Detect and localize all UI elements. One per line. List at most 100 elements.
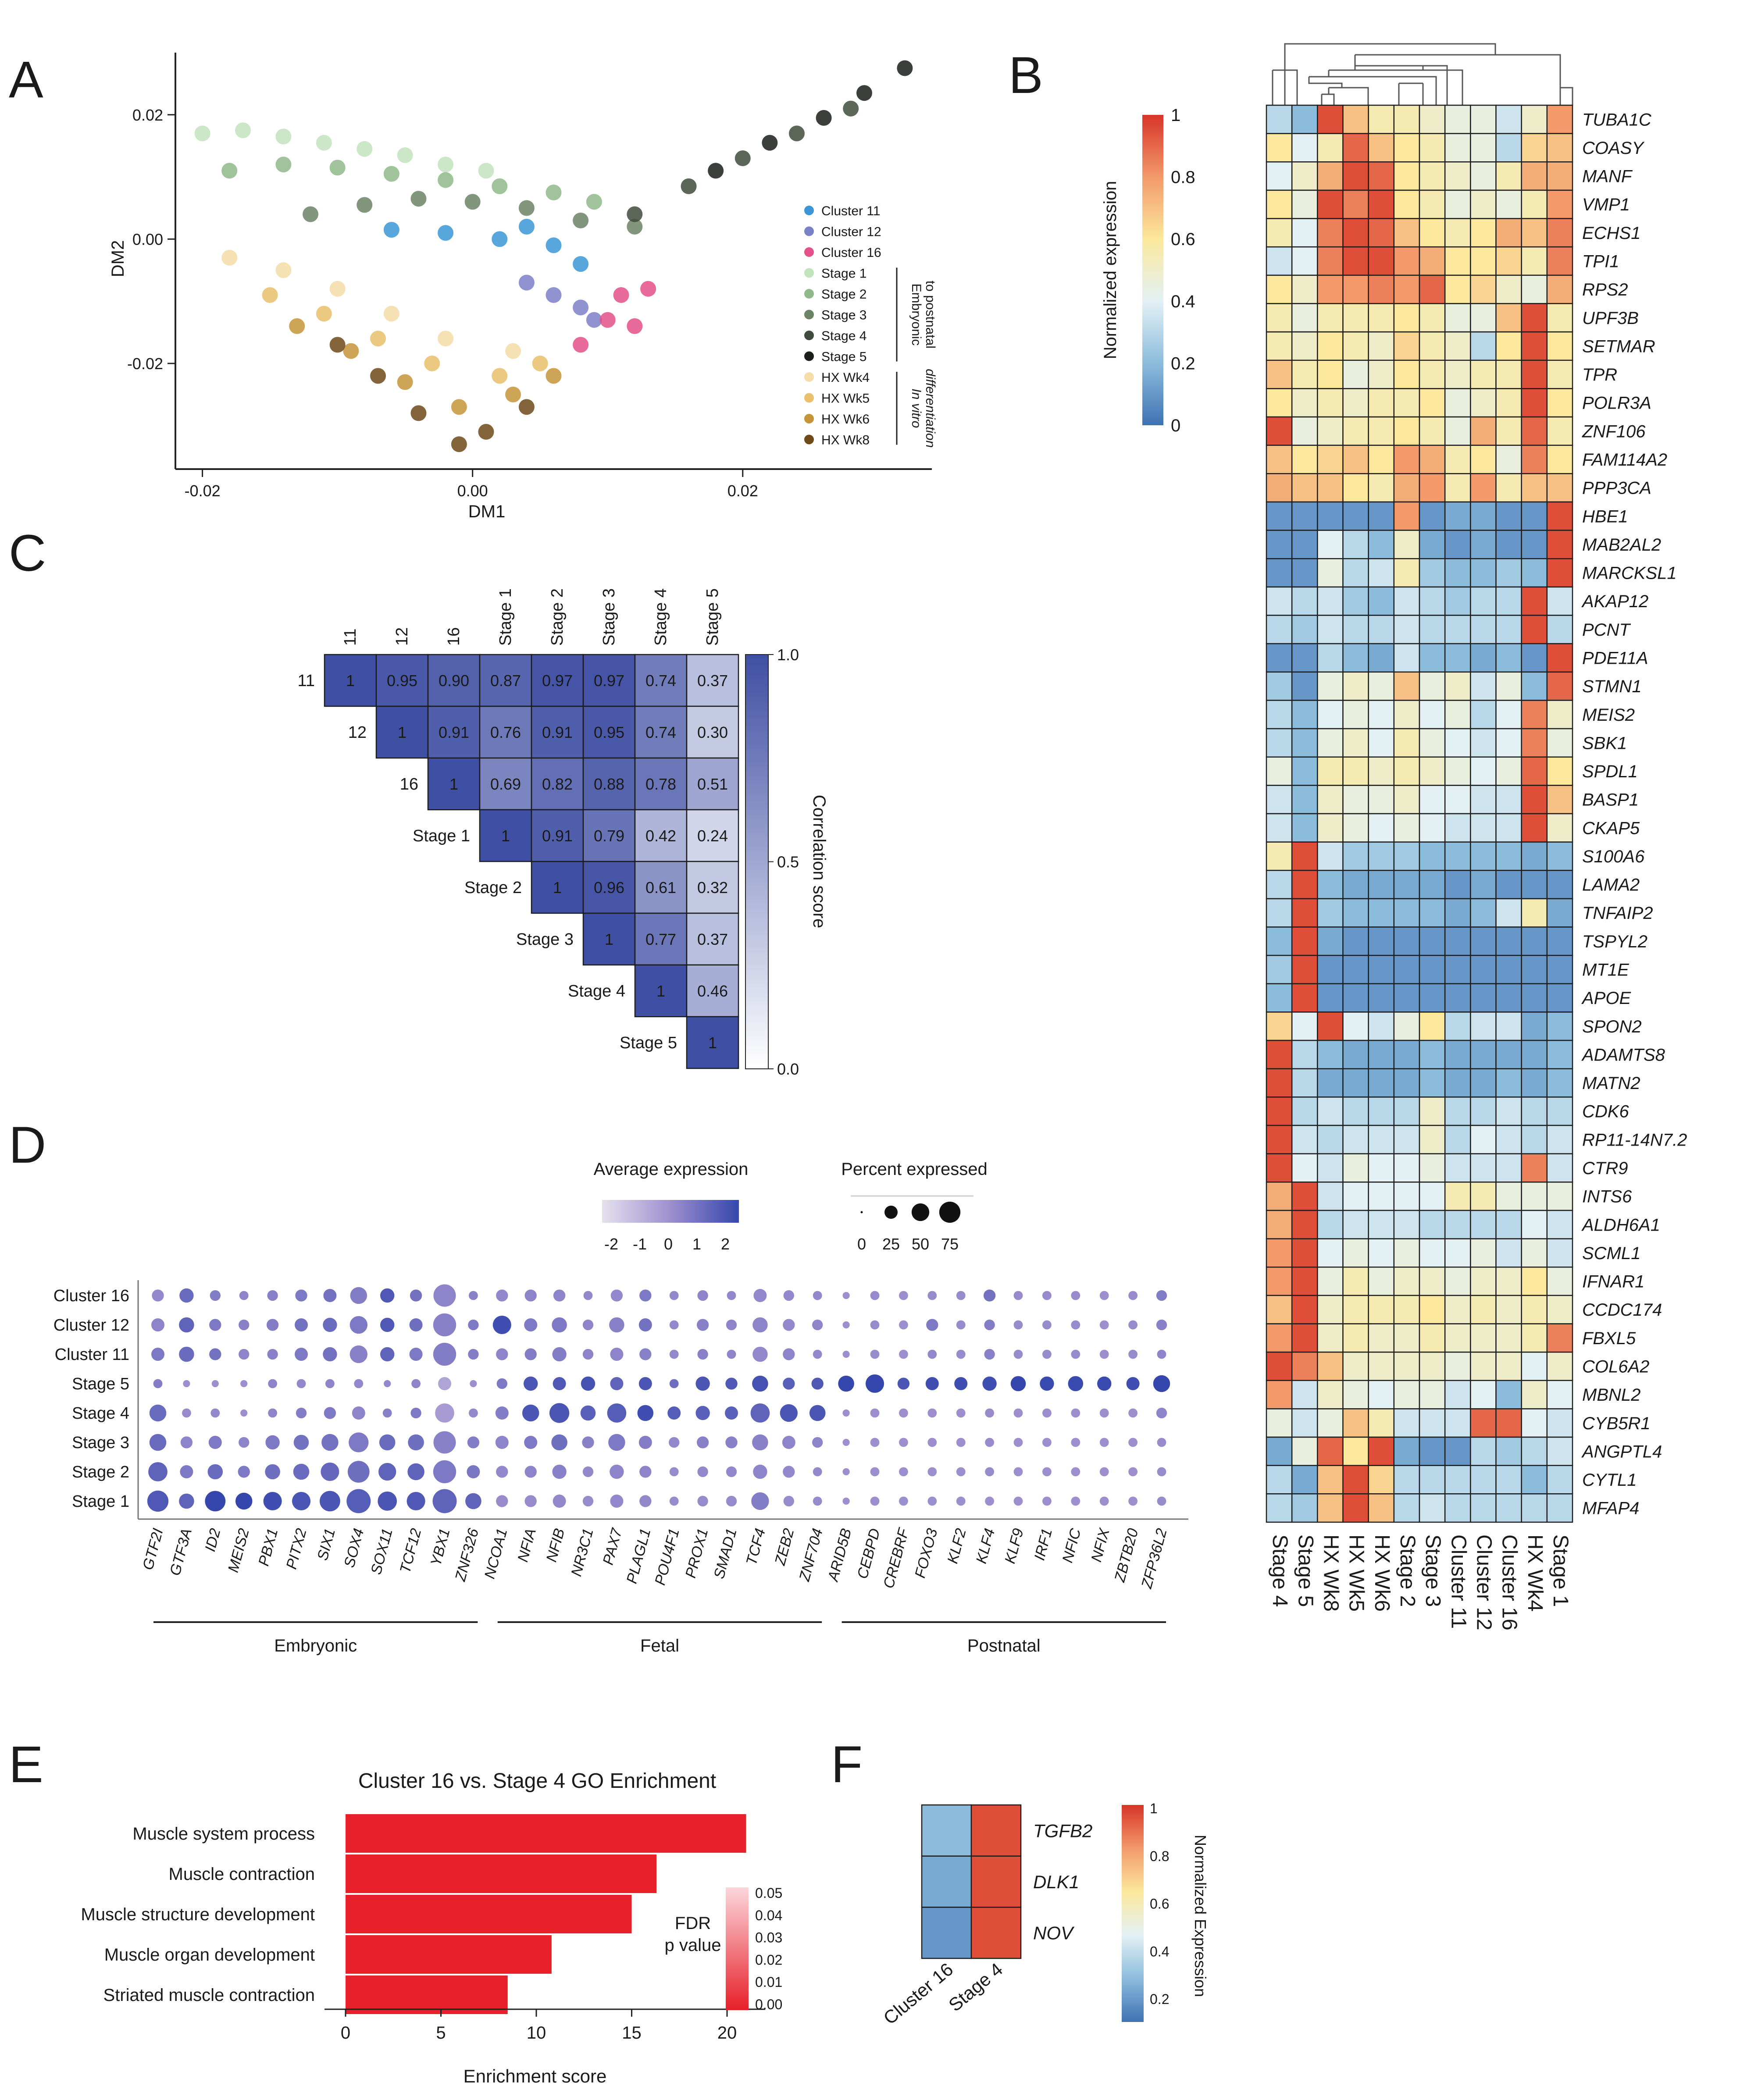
panel-b-cell xyxy=(1266,473,1293,503)
panel-d-dot xyxy=(639,1348,652,1360)
panel-d-dot xyxy=(1097,1376,1112,1391)
panel-d-dot xyxy=(726,1466,737,1477)
panel-c-cell xyxy=(427,757,481,811)
panel-d-dot xyxy=(927,1496,937,1506)
panel-label-d: D xyxy=(9,1116,46,1174)
panel-b-cell xyxy=(1317,1068,1344,1098)
panel-b-cell xyxy=(1266,558,1293,588)
panel-b-cell xyxy=(1495,303,1522,333)
panel-b-cell xyxy=(1317,1153,1344,1183)
panel-a-point-cluster-11 xyxy=(438,225,454,241)
panel-d-dot xyxy=(325,1379,335,1388)
panel-d-dot xyxy=(582,1466,594,1477)
panel-d-dot xyxy=(1071,1320,1080,1330)
panel-d-dot xyxy=(553,1289,566,1302)
panel-b-cell xyxy=(1393,1153,1420,1183)
panel-b-cell xyxy=(1444,133,1471,163)
panel-a-point-stage-2 xyxy=(438,172,454,188)
panel-b-cell xyxy=(1546,1323,1573,1353)
panel-b-cell xyxy=(1368,813,1395,843)
panel-b-cell xyxy=(1317,133,1344,163)
panel-b-row-label: ADAMTS8 xyxy=(1581,1045,1665,1064)
panel-d-dot xyxy=(752,1317,768,1333)
panel-a-point-cluster-16 xyxy=(640,281,656,297)
panel-b-cell xyxy=(1317,870,1344,900)
panel-d-dot xyxy=(149,1404,167,1422)
panel-d-gene-label: GTF3A xyxy=(167,1527,195,1577)
panel-b-col-label: Stage 5 xyxy=(1294,1534,1317,1607)
panel-b-cell xyxy=(1342,558,1369,588)
panel-b-cell xyxy=(1342,501,1369,531)
panel-b-cell xyxy=(1317,246,1344,276)
panel-b-cell xyxy=(1444,1351,1471,1381)
panel-b-cell xyxy=(1393,359,1420,389)
panel-b-cell xyxy=(1266,841,1293,871)
panel-d-dot xyxy=(750,1403,770,1423)
panel-a-point-hx-wk8 xyxy=(451,436,467,452)
panel-b-row-label: COL6A2 xyxy=(1582,1357,1649,1376)
panel-b-cell xyxy=(1368,671,1395,701)
panel-b-cell xyxy=(1470,530,1497,559)
panel-b-cell xyxy=(1470,218,1497,248)
panel-b-col-label: HX Wk6 xyxy=(1370,1534,1394,1612)
panel-e-bar: Cluster 16 vs. Stage 4 GO Enrichment Mus… xyxy=(81,1769,782,2086)
panel-d-dot xyxy=(209,1319,221,1331)
panel-b-row-label: FBXL5 xyxy=(1582,1329,1636,1348)
panel-a-point-stage-2 xyxy=(221,163,238,179)
panel-d-dot xyxy=(581,1376,596,1391)
panel-b-cell xyxy=(1444,558,1471,588)
panel-d-dot xyxy=(838,1375,854,1392)
panel-c-cell-value: 0.82 xyxy=(542,775,573,793)
panel-d-dot xyxy=(409,1318,423,1331)
panel-b-cell xyxy=(1470,813,1497,843)
panel-c-cell-value: 0.30 xyxy=(697,723,728,741)
panel-b-cell xyxy=(1521,1153,1548,1183)
panel-b-cell xyxy=(1444,1408,1471,1438)
panel-b-cell xyxy=(1521,813,1548,843)
panel-b-cell xyxy=(1317,530,1344,559)
panel-d-dot xyxy=(1013,1408,1023,1418)
panel-d-dot xyxy=(1042,1320,1052,1330)
panel-b-cell xyxy=(1444,473,1471,503)
panel-a-legend-swatch xyxy=(804,247,814,257)
panel-d-dot xyxy=(983,1289,996,1302)
panel-b-cell xyxy=(1419,1465,1446,1495)
panel-b-cell xyxy=(1266,1465,1293,1495)
panel-d-dot xyxy=(263,1491,282,1511)
panel-b-cell xyxy=(1393,785,1420,815)
panel-d-dot xyxy=(695,1376,710,1391)
panel-b-cell xyxy=(1470,586,1497,616)
panel-b-cell xyxy=(1470,785,1497,815)
panel-b-cell xyxy=(1546,274,1573,304)
panel-b-cell xyxy=(1342,1096,1369,1126)
panel-b-cell xyxy=(1521,841,1548,871)
panel-b-cell xyxy=(1521,983,1548,1013)
panel-b-cell xyxy=(1393,1011,1420,1041)
panel-c-cell-value: 1 xyxy=(398,723,407,741)
panel-e-title: Cluster 16 vs. Stage 4 GO Enrichment xyxy=(358,1769,716,1793)
panel-b-cell xyxy=(1419,473,1446,503)
panel-a-point-stage-3 xyxy=(573,212,589,228)
panel-d-dot xyxy=(608,1434,625,1451)
panel-d-dot xyxy=(1156,1319,1167,1331)
panel-a-point-hx-wk6 xyxy=(343,343,359,359)
panel-a-point-stage-4 xyxy=(627,206,643,222)
panel-d-gene-label: NFIA xyxy=(514,1527,539,1564)
panel-c-cell xyxy=(582,912,636,966)
panel-b-colorbar-tick: 1 xyxy=(1171,106,1180,125)
panel-b-dendrogram xyxy=(1272,43,1573,105)
panel-d-dot xyxy=(321,1434,339,1451)
panel-b-cell xyxy=(1393,331,1420,361)
panel-b-cell xyxy=(1291,558,1318,588)
panel-b-row-label: SCML1 xyxy=(1582,1244,1640,1263)
panel-b-cell xyxy=(1495,1266,1522,1296)
panel-b-cell xyxy=(1546,1210,1573,1239)
panel-b-cell xyxy=(1393,1323,1420,1353)
panel-c-row-label: Stage 3 xyxy=(516,930,574,949)
panel-b-row-label: INTS6 xyxy=(1582,1187,1632,1207)
panel-b-cell xyxy=(1317,331,1344,361)
panel-f-row-label: NOV xyxy=(1033,1923,1075,1943)
panel-b-cell xyxy=(1368,161,1395,191)
panel-d-dot xyxy=(985,1467,995,1477)
panel-b-cell xyxy=(1291,218,1318,248)
